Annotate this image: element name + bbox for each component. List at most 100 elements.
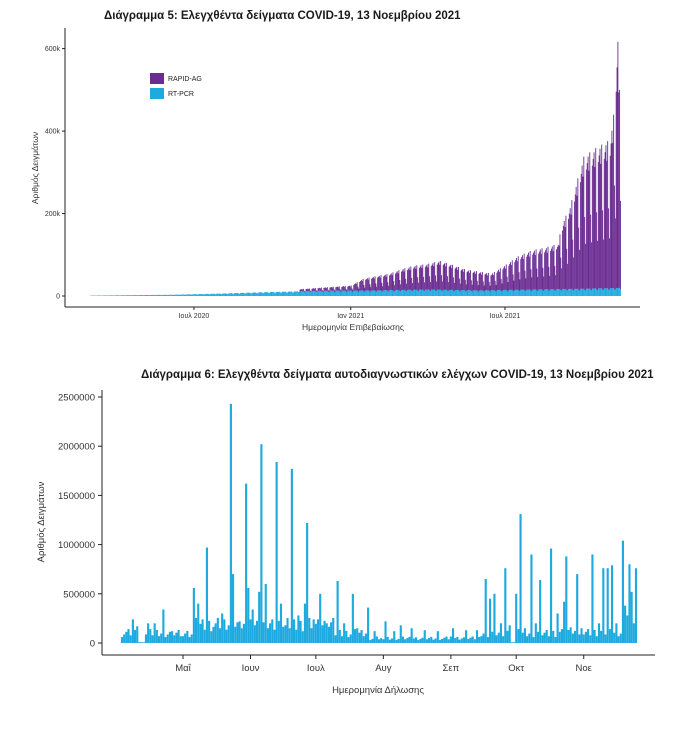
chart5-bar-rapidag	[427, 267, 429, 290]
chart5-bar-rtpcr	[354, 290, 356, 296]
chart6-bar	[560, 629, 564, 643]
chart5-bar-rtpcr	[488, 291, 490, 296]
chart5-bar-rtpcr	[297, 292, 299, 296]
chart5-bar-rtpcr	[367, 290, 369, 296]
chart5-bar-rapidag	[327, 289, 329, 292]
chart5-bar-rapidag	[328, 290, 330, 293]
chart5-bar-rtpcr	[568, 289, 569, 296]
chart5-bar-rapidag	[316, 291, 318, 293]
chart5-bar-rapidag	[552, 251, 554, 290]
chart5-bar-rapidag	[479, 273, 481, 291]
chart5-bar-rtpcr	[288, 291, 290, 296]
chart5-bar-rapidag	[579, 182, 581, 289]
chart5-bar-rtpcr	[428, 289, 430, 296]
chart5-bar-rtpcr	[343, 290, 344, 296]
chart5-bar-rtpcr	[529, 289, 531, 296]
chart6-bar	[314, 623, 317, 643]
chart5-bar-rtpcr	[383, 290, 385, 296]
chart5-bar-rapidag	[347, 286, 349, 291]
chart5-bar-rapidag	[611, 130, 613, 289]
chart5-bar-rapidag	[549, 275, 551, 291]
chart5-bar-rapidag	[441, 281, 443, 292]
chart5-bar-rtpcr	[199, 294, 200, 296]
chart5-bar-rapidag	[614, 185, 615, 290]
chart5-bar-rtpcr	[603, 288, 605, 296]
chart5-bar-rtpcr	[444, 289, 446, 296]
chart5-bar-rtpcr	[490, 290, 492, 296]
chart5-bar-rtpcr	[331, 290, 333, 296]
chart5-bar-rapidag	[453, 282, 455, 292]
chart6-bar	[441, 638, 444, 643]
chart5-bar-rtpcr	[276, 291, 278, 296]
chart5-bar-rtpcr	[103, 295, 105, 296]
chart5-bar-rtpcr	[390, 290, 392, 296]
chart6-bar	[229, 403, 232, 643]
chart5-bar-rtpcr	[337, 290, 339, 296]
chart5-bar-rtpcr	[602, 289, 604, 296]
chart5-bar-rapidag	[545, 248, 547, 290]
chart5-bar-rtpcr	[448, 290, 450, 296]
chart5-bar-rtpcr	[270, 292, 272, 296]
chart5-bar-rtpcr	[489, 291, 491, 296]
chart5-bar-rtpcr	[234, 293, 236, 296]
chart5-bar-rtpcr	[469, 290, 471, 296]
chart6-bar	[460, 638, 463, 643]
chart5-bar-rapidag	[380, 275, 382, 291]
chart6-bar	[404, 639, 407, 643]
chart5-bar-rtpcr	[496, 290, 498, 296]
chart5-bar-rtpcr	[544, 289, 546, 296]
chart5-bar-rtpcr	[166, 295, 168, 296]
chart6-bar	[510, 642, 513, 643]
chart6-bar	[166, 634, 169, 643]
chart5-bar-rtpcr	[378, 290, 380, 296]
chart6-bar	[125, 631, 128, 643]
chart5-bar-rtpcr	[439, 289, 441, 296]
chart5-bar-rtpcr	[423, 290, 425, 296]
chart5-bar-rtpcr	[447, 290, 448, 296]
chart6-bar	[327, 626, 330, 643]
chart5-bar-rtpcr	[543, 290, 545, 296]
chart5-bar-rtpcr	[470, 291, 472, 296]
chart5-bar-rtpcr	[312, 291, 314, 296]
chart5-bar-rtpcr	[430, 289, 432, 296]
chart5-bar-rapidag	[519, 279, 521, 292]
chart5-bar-rapidag	[556, 249, 557, 290]
chart5-bar-rapidag	[322, 290, 324, 293]
chart5-bar-rtpcr	[265, 292, 267, 296]
chart6-bar	[621, 540, 624, 643]
chart5-bar-rtpcr	[308, 291, 310, 296]
chart5-bar-rapidag	[571, 200, 573, 289]
chart5-bar-rapidag	[298, 291, 300, 293]
chart5-bar-rtpcr	[477, 291, 479, 296]
chart6-bar	[552, 630, 555, 643]
chart6-bar	[412, 638, 415, 643]
chart5-bar-rtpcr	[554, 290, 556, 296]
chart5-bar-rapidag	[557, 244, 559, 290]
chart6-bar	[266, 628, 269, 643]
chart5-bar-rapidag	[603, 158, 605, 289]
chart6-bar	[630, 591, 633, 643]
chart5-bar-rapidag	[599, 148, 601, 289]
chart5-bar-rtpcr	[114, 295, 116, 296]
chart5-bar-rtpcr	[415, 289, 417, 296]
chart5-bar-rapidag	[400, 284, 402, 292]
chart5-bar-rtpcr	[269, 292, 271, 296]
chart5-bar-rapidag	[480, 272, 482, 291]
chart5-bar-rtpcr	[399, 290, 401, 296]
chart5-bar-rapidag	[542, 267, 544, 291]
chart6-bar	[491, 631, 494, 643]
chart5-bar-rapidag	[379, 277, 381, 291]
chart5-bar-rtpcr	[610, 288, 612, 296]
chart5-bar-rtpcr	[485, 290, 487, 296]
chart5-bar-rtpcr	[187, 294, 189, 296]
chart5-bar-rapidag	[366, 279, 367, 291]
chart5-bar-rtpcr	[362, 290, 364, 296]
chart5-bar-rapidag	[334, 290, 336, 292]
chart5-bar-rapidag	[343, 286, 344, 291]
chart5-bar-rtpcr	[395, 290, 396, 296]
chart5-bar-rtpcr	[401, 289, 403, 296]
chart5-bar-rtpcr	[614, 289, 616, 296]
chart5-bar-rtpcr	[518, 290, 520, 296]
chart5-bar-rapidag	[469, 272, 471, 291]
chart5-bar-rtpcr	[126, 295, 128, 296]
